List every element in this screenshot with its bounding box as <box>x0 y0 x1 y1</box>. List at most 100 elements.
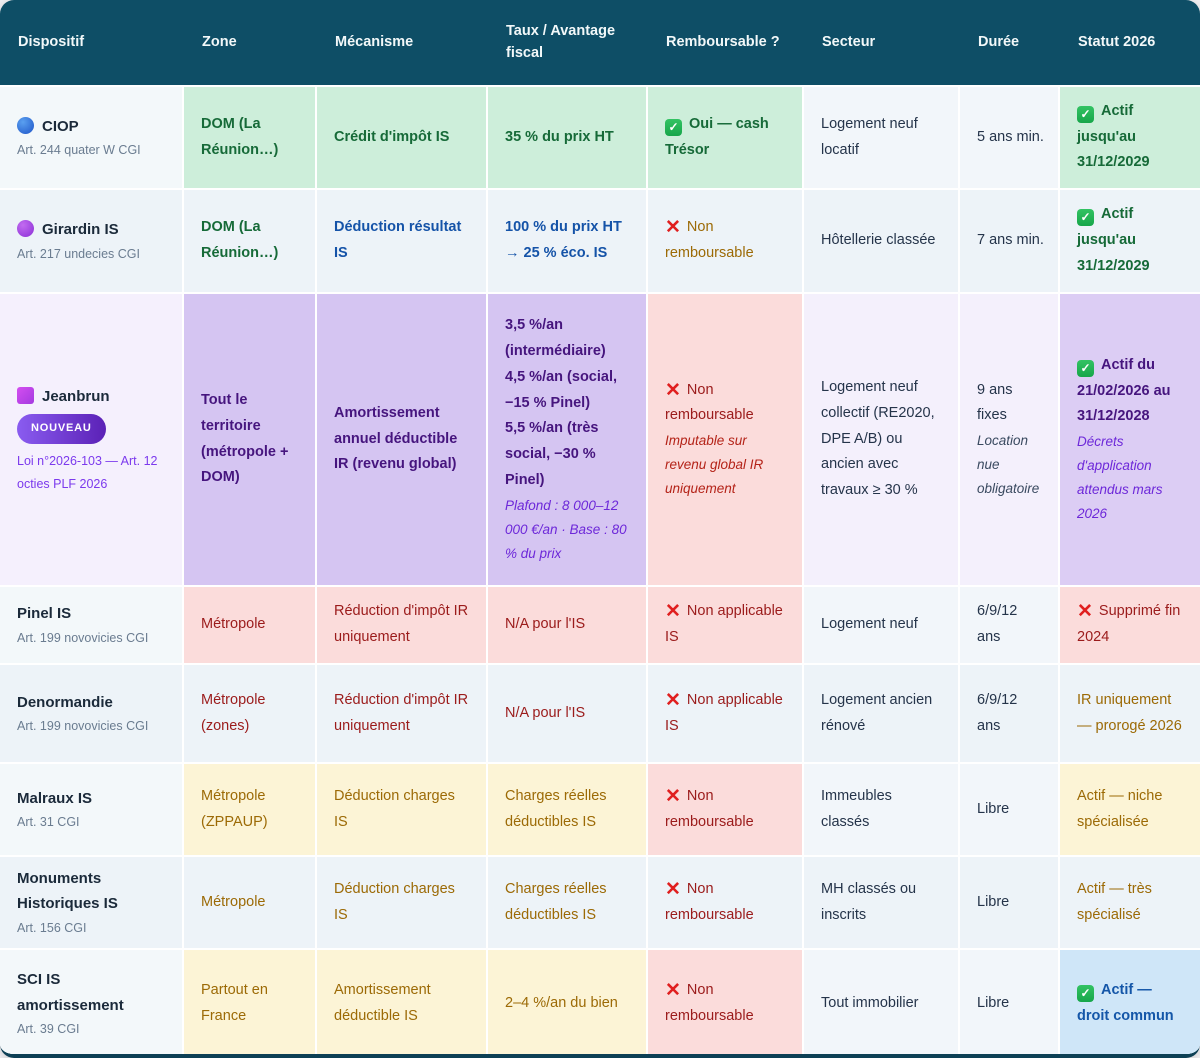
cell-zone: Métropole <box>184 857 315 948</box>
cell-dispositif: Girardin IS Art. 217 undecies CGI <box>0 190 182 292</box>
cell-secteur: Logement neuf collectif (RE2020, DPE A/B… <box>804 294 958 585</box>
purple-square-icon <box>17 386 34 404</box>
row-denormandie: Denormandie Art. 199 novovicies CGI Métr… <box>0 665 1200 762</box>
cross-icon: ✕ <box>665 217 681 239</box>
cell-mecanisme: Déduction charges IS <box>317 764 486 855</box>
cell-zone: Métropole <box>184 587 315 663</box>
cell-dispositif: Pinel IS Art. 199 novovicies CGI <box>0 587 182 663</box>
cell-duree: 5 ans min. <box>960 87 1058 188</box>
cell-dispositif: Denormandie Art. 199 novovicies CGI <box>0 665 182 762</box>
cell-mecanisme: Réduction d'impôt IR uniquement <box>317 665 486 762</box>
cell-statut: ✓ Actif jusqu'au 31/12/2029 <box>1060 190 1200 292</box>
scheme-name: Malraux IS <box>17 789 93 807</box>
scheme-name: CIOP <box>17 114 168 140</box>
cell-remboursable: ✕ Non applicable IS <box>648 665 802 762</box>
cell-remboursable: ✕ Non remboursable <box>648 764 802 855</box>
cell-statut: ✓ Actif du 21/02/2026 au 31/12/2028 Décre… <box>1060 294 1200 585</box>
cell-taux: 35 % du prix HT <box>488 87 646 188</box>
scheme-name: SCI IS amortissement <box>17 971 124 1014</box>
cross-icon: ✕ <box>665 379 681 401</box>
cell-dispositif: Jeanbrun NOUVEAU Loi n°2026-103 — Art. 1… <box>0 294 182 585</box>
cell-remboursable: ✓ Oui — cash Trésor <box>648 87 802 188</box>
cell-taux: N/A pour l'IS <box>488 665 646 762</box>
cross-icon: ✕ <box>1077 601 1093 623</box>
col-header-remboursable: Remboursable ? <box>666 33 780 50</box>
scheme-ref: Art. 244 quater W CGI <box>17 143 141 157</box>
scheme-ref: Art. 31 CGI <box>17 815 80 829</box>
row-sci: SCI IS amortissement Art. 39 CGI Partout… <box>0 950 1200 1054</box>
cell-zone: Métropole (zones) <box>184 665 315 762</box>
cell-duree: Libre <box>960 857 1058 948</box>
purple-circle-icon <box>17 220 34 237</box>
col-header-mecanisme: Mécanisme <box>335 33 414 50</box>
cell-taux: Charges réelles déductibles IS <box>488 764 646 855</box>
cell-dispositif: CIOP Art. 244 quater W CGI <box>0 87 182 188</box>
cell-statut: IR uniquement — prorogé 2026 <box>1060 665 1200 762</box>
cell-remboursable: ✕ Non remboursable <box>648 190 802 292</box>
scheme-ref: Art. 199 novovicies CGI <box>17 719 149 733</box>
cell-taux: Charges réelles déductibles IS <box>488 857 646 948</box>
scheme-name: Denormandie <box>17 693 113 711</box>
scheme-name: Monuments Historiques IS <box>17 869 118 913</box>
col-header-taux: Taux / Avantage fiscal <box>506 22 616 61</box>
cell-taux: N/A pour l'IS <box>488 587 646 663</box>
cell-mecanisme: Amortissement annuel déductible IR (reve… <box>317 294 486 585</box>
check-icon: ✓ <box>1077 105 1094 123</box>
col-header-statut: Statut 2026 <box>1078 33 1156 50</box>
cell-duree: 9 ans fixes Location nue obligatoire <box>960 294 1058 585</box>
cell-zone: DOM (La Réunion…) <box>184 87 315 188</box>
remboursable-note: Imputable sur revenu global IR uniquemen… <box>665 433 764 497</box>
col-header-secteur: Secteur <box>822 33 876 50</box>
row-pinel: Pinel IS Art. 199 novovicies CGI Métropo… <box>0 587 1200 663</box>
cell-zone: DOM (La Réunion…) <box>184 190 315 292</box>
check-icon: ✓ <box>1077 359 1094 377</box>
cross-icon: ✕ <box>665 601 681 623</box>
cell-secteur: Tout immobilier <box>804 950 958 1054</box>
scheme-ref: Art. 199 novovicies CGI <box>17 630 149 645</box>
cell-secteur: Immeubles classés <box>804 764 958 855</box>
row-girardin: Girardin IS Art. 217 undecies CGI DOM (L… <box>0 190 1200 292</box>
cell-secteur: MH classés ou inscrits <box>804 857 958 948</box>
cross-icon: ✕ <box>665 689 681 711</box>
scheme-name: Pinel IS <box>17 605 72 622</box>
cell-taux: 2–4 %/an du bien <box>488 950 646 1054</box>
col-header-zone: Zone <box>202 33 237 50</box>
cross-icon: ✕ <box>665 878 681 900</box>
cell-mecanisme: Déduction charges IS <box>317 857 486 948</box>
scheme-ref: Art. 156 CGI <box>17 920 87 935</box>
cell-mecanisme: Déduction résultat IS <box>317 190 486 292</box>
row-ciop: CIOP Art. 244 quater W CGI DOM (La Réuni… <box>0 87 1200 188</box>
row-monuments: Monuments Historiques IS Art. 156 CGI Mé… <box>0 857 1200 948</box>
nouveau-badge: NOUVEAU <box>17 414 106 445</box>
check-icon: ✓ <box>1077 209 1094 227</box>
table-header: Dispositif Zone Mécanisme Taux / Avantag… <box>0 0 1200 85</box>
cell-secteur: Hôtellerie classée <box>804 190 958 292</box>
col-header-dispositif: Dispositif <box>18 33 85 50</box>
blue-circle-icon <box>17 116 34 134</box>
cell-duree: 7 ans min. <box>960 190 1058 292</box>
scheme-ref: Art. 39 CGI <box>17 1022 80 1037</box>
cell-zone: Métropole (ZPPAUP) <box>184 764 315 855</box>
scheme-name: Jeanbrun <box>17 384 168 410</box>
cross-icon: ✕ <box>665 980 681 1002</box>
cell-remboursable: ✕ Non remboursable Imputable sur revenu g… <box>648 294 802 585</box>
cell-dispositif: Malraux IS Art. 31 CGI <box>0 764 182 855</box>
scheme-ref: Art. 217 undecies CGI <box>17 246 140 261</box>
cell-remboursable: ✕ Non applicable IS <box>648 587 802 663</box>
cell-statut: ✓ Actif — droit commun <box>1060 950 1200 1054</box>
row-malraux: Malraux IS Art. 31 CGI Métropole (ZPPAUP… <box>0 764 1200 855</box>
cell-statut: ✕ Supprimé fin 2024 <box>1060 587 1200 663</box>
check-icon: ✓ <box>665 118 682 136</box>
taux-note: Plafond : 8 000–12 000 €/an · Base : 80 … <box>505 497 627 561</box>
cell-statut: Actif — niche spécialisée <box>1060 764 1200 855</box>
cell-taux: 3,5 %/an (intermédiaire) 4,5 %/an (socia… <box>488 294 646 585</box>
cross-icon: ✕ <box>665 785 681 807</box>
cell-remboursable: ✕ Non remboursable <box>648 950 802 1054</box>
cell-mecanisme: Réduction d'impôt IR uniquement <box>317 587 486 663</box>
cell-dispositif: SCI IS amortissement Art. 39 CGI <box>0 950 182 1054</box>
scheme-name: Girardin IS <box>17 217 168 243</box>
cell-duree: 6/9/12 ans <box>960 665 1058 762</box>
check-icon: ✓ <box>1077 985 1094 1003</box>
cell-secteur: Logement neuf <box>804 587 958 663</box>
